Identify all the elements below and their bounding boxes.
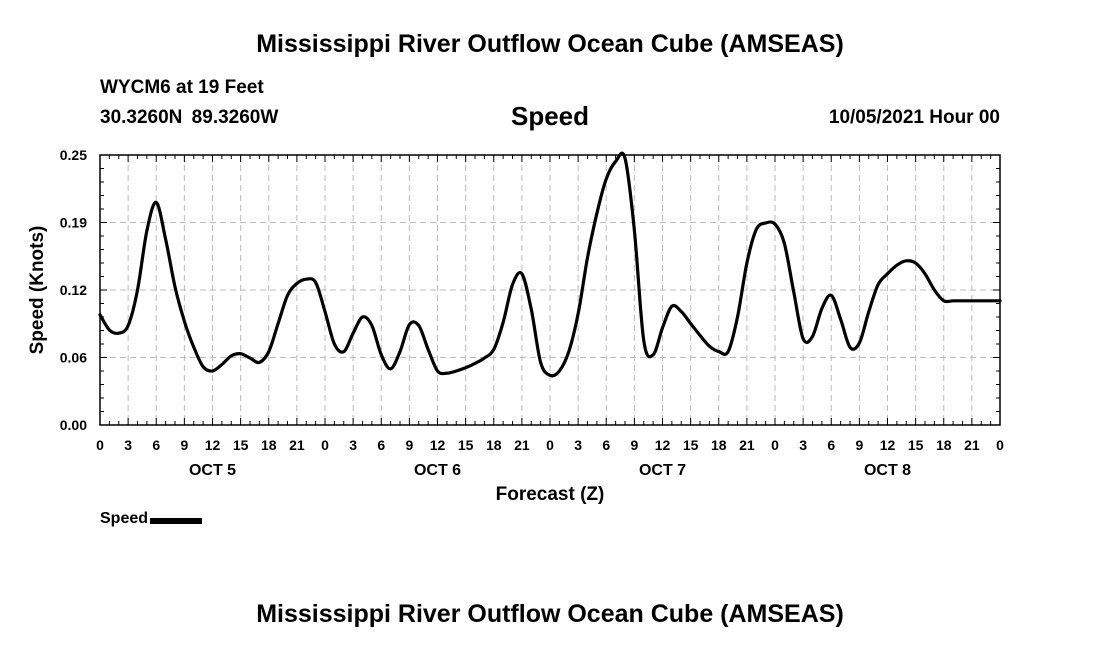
x-day-label: OCT 6 [414,462,461,479]
x-axis-title: Forecast (Z) [496,484,605,505]
x-tick-label: 18 [486,437,502,453]
plot-frame [99,154,1001,426]
legend: Speed [100,510,203,528]
legend-swatch [150,518,203,524]
x-day-label: OCT 5 [189,462,236,479]
x-tick-label: 15 [233,437,249,453]
x-tick-label: 6 [602,437,610,453]
x-tick-label: 3 [574,437,582,453]
x-tick-label: 21 [289,437,305,453]
x-tick-label: 15 [458,437,474,453]
y-tick-label: 0.19 [60,215,87,231]
x-tick-label: 12 [205,437,221,453]
footer-title: Mississippi River Outflow Ocean Cube (AM… [256,600,844,628]
x-tick-label: 9 [180,437,188,453]
x-tick-label: 18 [936,437,952,453]
x-tick-label: 0 [321,437,329,453]
x-tick-label: 12 [655,437,671,453]
speed-series-line [98,151,1002,378]
chart-title: Speed [510,101,590,131]
axis-labels: 0 3 6 9 12 15 18 21 0 3 6 9 12 15 18 21 0 3 6 9 12 15 18 21 0 3 6 9… [60,147,1004,479]
x-tick-label: 6 [152,437,160,453]
x-tick-label: 0 [96,437,104,453]
y-tick-label: 0.00 [60,417,87,433]
x-tick-label: 9 [630,437,638,453]
x-tick-label: 21 [964,437,980,453]
station-label: WYCM6 at 19 Feet [100,77,264,98]
x-day-label: OCT 7 [639,462,686,479]
x-tick-label: 9 [855,437,863,453]
x-tick-label: 0 [771,437,779,453]
x-day-label: OCT 8 [864,462,911,479]
x-tick-label: 12 [880,437,896,453]
x-tick-label: 9 [405,437,413,453]
x-tick-label: 21 [739,437,755,453]
coordinates-label: 30.3260N 89.3260W [100,107,279,128]
x-tick-label: 18 [261,437,277,453]
x-tick-label: 6 [827,437,835,453]
x-tick-label: 3 [799,437,807,453]
x-tick-label: 12 [430,437,446,453]
x-tick-label: 15 [908,437,924,453]
y-tick-label: 0.12 [60,282,87,298]
legend-label: Speed [100,510,149,527]
x-tick-label: 21 [514,437,530,453]
x-tick-label: 6 [377,437,385,453]
series-layer [98,151,1002,378]
x-tick-label: 15 [683,437,699,453]
x-tick-label: 0 [996,437,1004,453]
x-tick-label: 0 [546,437,554,453]
grid [100,155,1000,425]
y-tick-label: 0.06 [60,350,87,366]
date-label: 10/05/2021 Hour 00 [828,107,1000,128]
x-tick-label: 3 [124,437,132,453]
y-axis-title: Speed (Knots) [27,226,48,355]
x-tick-label: 18 [711,437,727,453]
y-tick-label: 0.25 [60,147,87,163]
x-tick-label: 3 [349,437,357,453]
page-title: Mississippi River Outflow Ocean Cube (AM… [256,30,844,58]
